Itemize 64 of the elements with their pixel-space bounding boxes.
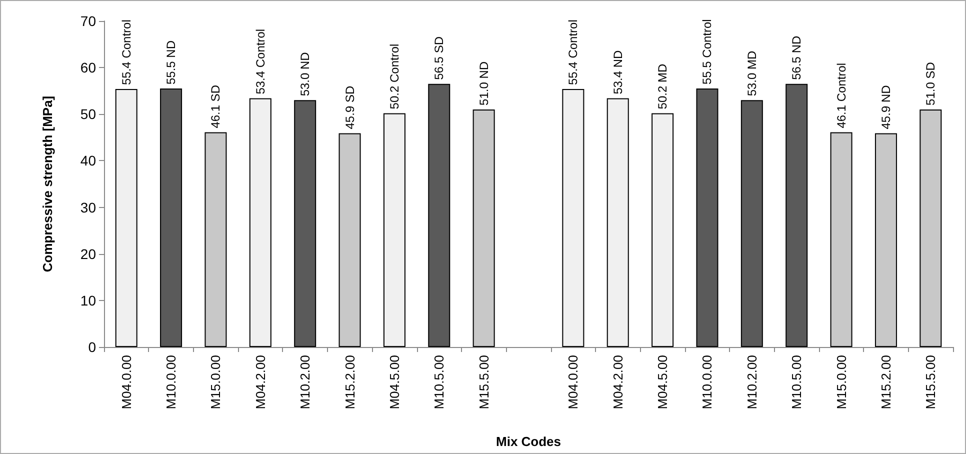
bar	[874, 133, 897, 347]
bar	[786, 84, 808, 347]
bar	[740, 100, 763, 347]
data-label: 55.5 ND	[164, 40, 178, 85]
bar	[428, 84, 450, 347]
x-tick-label: M04.0.00	[566, 355, 581, 410]
x-tick-label: M10.0.00	[164, 355, 179, 410]
data-label: 51.0 ND	[476, 61, 491, 106]
data-label: 56.5 ND	[790, 36, 804, 80]
bar	[294, 100, 316, 347]
bar	[920, 109, 942, 347]
data-label: 55.5 Control	[700, 19, 714, 85]
bar	[606, 98, 629, 347]
x-tick-label: M15.2.00	[878, 355, 894, 410]
bar	[696, 88, 718, 347]
x-tick-label: M04.5.00	[655, 355, 670, 410]
data-label: 55.4 Control	[119, 20, 134, 85]
data-label: 46.1 Control	[834, 62, 848, 128]
x-tick-label: M04.5.00	[386, 355, 402, 410]
x-tick-label: M15.5.00	[476, 355, 492, 410]
bar	[115, 88, 138, 347]
bar	[472, 109, 495, 347]
bar	[249, 98, 272, 347]
y-tick-label: 30	[80, 199, 96, 216]
data-label: 46.1 SD	[208, 84, 223, 128]
y-tick-label: 60	[80, 60, 96, 76]
x-tick-label: M04.2.00	[610, 355, 626, 410]
y-tick-label: 0	[88, 339, 96, 355]
data-label: 45.9 ND	[878, 84, 893, 130]
data-label: 56.5 SD	[432, 36, 446, 80]
bar	[830, 132, 852, 347]
bar	[204, 132, 227, 347]
x-axis-title: Mix Codes	[496, 434, 562, 449]
data-label: 45.9 SD	[342, 86, 357, 130]
x-tick-label: M15.2.00	[342, 355, 358, 410]
data-label: 50.2 Control	[387, 44, 402, 110]
data-label: 53.4 Control	[253, 28, 268, 94]
x-tick-label: M10.2.00	[298, 355, 313, 410]
data-label: 53.4 ND	[610, 50, 625, 94]
x-tick-label: M10.5.00	[432, 355, 447, 410]
data-label: 53.0 ND	[298, 52, 312, 96]
y-tick-label: 70	[80, 13, 96, 29]
bar	[160, 88, 182, 347]
x-tick-label: M04.2.00	[252, 355, 268, 410]
y-tick-label: 40	[80, 152, 96, 169]
y-tick-label: 50	[80, 106, 96, 122]
y-axis-title: Compressive strength [MPa]	[40, 96, 55, 272]
x-tick-label: M15.0.00	[208, 355, 224, 410]
x-tick-label: M10.2.00	[744, 355, 760, 410]
data-label: 55.4 Control	[566, 20, 580, 85]
x-tick-label: M15.0.00	[834, 355, 849, 410]
data-label: 51.0 SD	[924, 62, 938, 106]
y-tick-label: 20	[80, 246, 96, 262]
bar	[652, 113, 674, 347]
bar	[562, 88, 584, 347]
bar	[383, 113, 406, 347]
bar	[338, 133, 361, 347]
x-tick-label: M04.0.00	[118, 355, 134, 410]
x-tick-label: M10.0.00	[700, 355, 715, 410]
x-tick-label: M10.5.00	[789, 355, 804, 410]
y-tick-label: 10	[80, 292, 96, 308]
data-label: 53.0 MD	[744, 50, 759, 96]
data-label: 50.2 MD	[656, 64, 670, 110]
x-tick-label: M15.5.00	[923, 355, 938, 410]
